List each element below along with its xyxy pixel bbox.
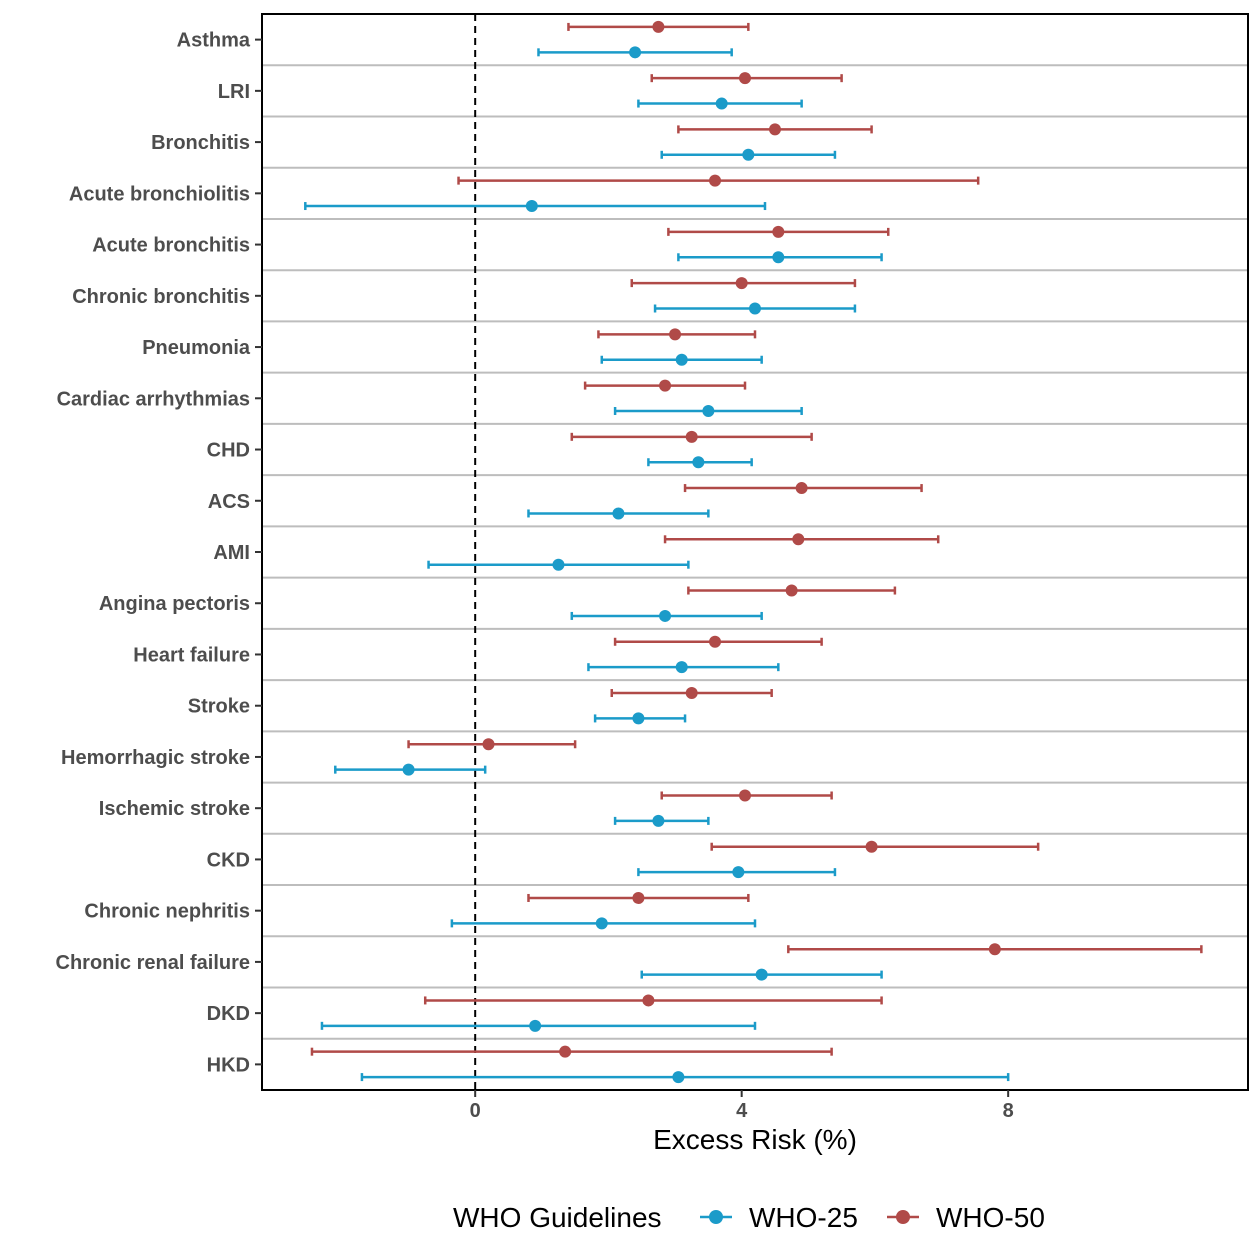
category-label: CKD <box>207 849 250 871</box>
category-label: LRI <box>218 81 250 103</box>
who-25-point-estimate <box>629 46 642 59</box>
who-50-point-estimate <box>785 584 798 597</box>
who-25-point-estimate <box>612 507 625 520</box>
who-25-point-estimate <box>755 968 768 981</box>
who-50-point-estimate <box>709 635 722 648</box>
who-50-point-estimate <box>482 738 495 751</box>
who-50-point-estimate <box>772 225 785 238</box>
who-25-point-estimate <box>692 456 705 469</box>
category-label: Ischemic stroke <box>99 798 250 820</box>
who-50-point-estimate <box>792 533 805 546</box>
legend-title: WHO Guidelines <box>453 1202 662 1233</box>
who-50-legend-key-point <box>896 1210 910 1224</box>
who-50-point-estimate <box>795 482 808 495</box>
category-label: Pneumonia <box>142 337 251 359</box>
who-25-point-estimate <box>715 97 728 110</box>
who-50-point-estimate <box>642 994 655 1007</box>
category-label: Acute bronchiolitis <box>69 183 250 205</box>
x-tick-label: 0 <box>470 1100 481 1122</box>
who-50-point-estimate <box>735 277 748 290</box>
category-label: Acute bronchitis <box>92 235 250 257</box>
category-label: Chronic renal failure <box>56 952 251 974</box>
who-25-legend-key-point <box>709 1210 723 1224</box>
panel-border <box>261 13 1249 1091</box>
who-50-point-estimate <box>685 430 698 443</box>
who-50-point-estimate <box>988 943 1001 956</box>
who-50-point-estimate <box>709 174 722 187</box>
category-label: CHD <box>207 440 250 462</box>
category-label: DKD <box>207 1003 250 1025</box>
who-25-point-estimate <box>529 1019 542 1032</box>
x-tick-label: 4 <box>736 1100 748 1122</box>
who-50-point-estimate <box>685 687 698 700</box>
x-axis-title: Excess Risk (%) <box>653 1124 857 1155</box>
category-label: Chronic bronchitis <box>72 286 250 308</box>
who-25-point-estimate <box>732 866 745 879</box>
who-25-point-estimate <box>749 302 761 315</box>
who-50-point-estimate <box>652 20 665 33</box>
who-25-point-estimate <box>632 712 645 725</box>
who-50-point-estimate <box>865 840 878 853</box>
category-label: HKD <box>207 1054 250 1076</box>
who-25-point-estimate <box>402 763 415 776</box>
who-50-point-estimate <box>739 72 752 85</box>
category-label: Hemorrhagic stroke <box>61 747 250 769</box>
who-25-point-estimate <box>672 1071 685 1084</box>
who-25-point-estimate <box>652 814 665 827</box>
category-label: AMI <box>213 542 250 564</box>
category-label: Chronic nephritis <box>84 901 250 923</box>
category-label: Bronchitis <box>151 132 250 154</box>
who-50-point-estimate <box>632 891 645 904</box>
x-tick-label: 8 <box>1003 1100 1014 1122</box>
who-50-point-estimate <box>739 789 752 802</box>
who-50-point-estimate <box>768 123 781 136</box>
category-label: Heart failure <box>133 644 250 666</box>
who-25-point-estimate <box>675 661 688 674</box>
category-label: Angina pectoris <box>99 593 250 615</box>
category-label: Cardiac arrhythmias <box>57 388 250 410</box>
who-25-point-estimate <box>659 609 672 622</box>
who-25-point-estimate <box>595 917 608 930</box>
who-25-legend-label: WHO-25 <box>749 1202 858 1233</box>
who-50-point-estimate <box>669 328 682 341</box>
who-25-point-estimate <box>675 353 688 366</box>
who-25-point-estimate <box>702 404 715 417</box>
category-label: Asthma <box>177 30 251 52</box>
who-25-point-estimate <box>525 200 538 213</box>
who-50-point-estimate <box>559 1045 572 1058</box>
category-label: Stroke <box>188 696 250 718</box>
category-label: ACS <box>208 491 250 513</box>
who-50-legend-label: WHO-50 <box>936 1202 1045 1233</box>
who-25-point-estimate <box>772 251 785 264</box>
who-25-point-estimate <box>742 148 755 161</box>
who-25-point-estimate <box>552 558 565 571</box>
who-50-point-estimate <box>659 379 672 392</box>
